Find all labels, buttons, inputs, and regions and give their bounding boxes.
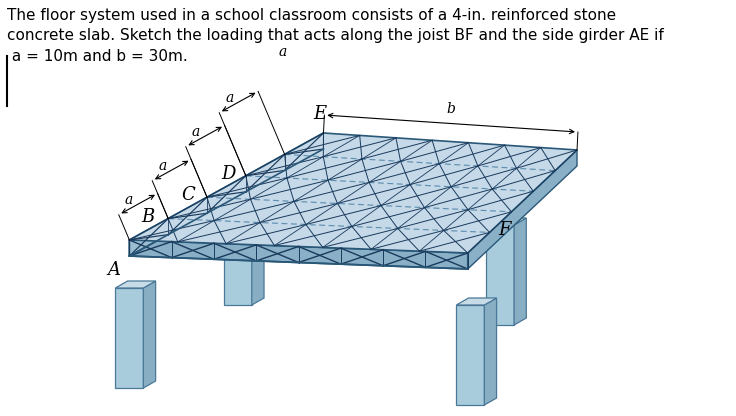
Polygon shape	[456, 305, 484, 405]
Polygon shape	[130, 133, 577, 253]
Polygon shape	[116, 281, 155, 288]
Polygon shape	[224, 210, 252, 305]
Polygon shape	[514, 218, 526, 325]
Text: D: D	[221, 165, 236, 183]
Text: B: B	[141, 208, 155, 225]
Polygon shape	[486, 218, 526, 225]
Polygon shape	[484, 298, 497, 405]
Polygon shape	[144, 281, 155, 388]
Text: a: a	[225, 91, 233, 105]
Polygon shape	[130, 133, 324, 256]
Polygon shape	[130, 240, 467, 269]
Polygon shape	[486, 225, 514, 325]
Polygon shape	[456, 298, 497, 305]
Text: F: F	[498, 221, 511, 239]
Text: a: a	[192, 125, 200, 139]
Polygon shape	[116, 288, 144, 388]
Text: a: a	[279, 45, 287, 59]
Text: The floor system used in a school classroom consists of a 4-in. reinforced stone: The floor system used in a school classr…	[7, 8, 664, 64]
Polygon shape	[467, 150, 577, 269]
Text: a: a	[158, 159, 166, 173]
Polygon shape	[252, 203, 264, 305]
Polygon shape	[224, 203, 264, 210]
Text: E: E	[314, 105, 327, 123]
Text: C: C	[181, 186, 195, 204]
Text: a: a	[125, 193, 133, 207]
Text: A: A	[107, 261, 120, 279]
Text: b: b	[447, 102, 456, 116]
